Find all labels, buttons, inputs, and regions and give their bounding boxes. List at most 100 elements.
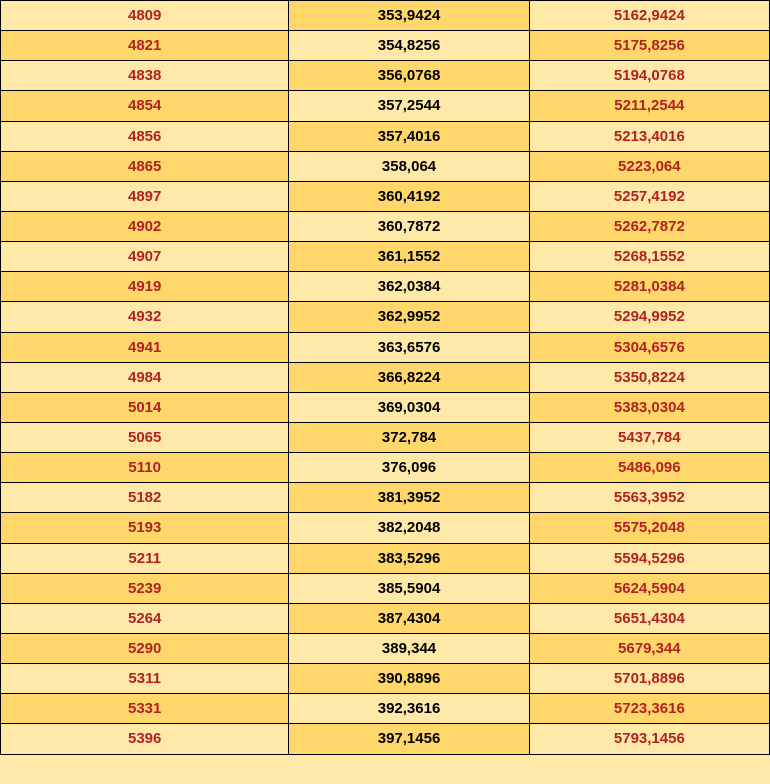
table-row: 5290389,3445679,344	[1, 633, 770, 663]
cell-col1: 4865	[1, 151, 289, 181]
cell-col3: 5594,5296	[529, 543, 769, 573]
table-row: 4854357,25445211,2544	[1, 91, 770, 121]
cell-col1: 5239	[1, 573, 289, 603]
cell-col2: 397,1456	[289, 724, 529, 754]
table-row: 4907361,15525268,1552	[1, 242, 770, 272]
cell-col2: 357,2544	[289, 91, 529, 121]
cell-col3: 5486,096	[529, 453, 769, 483]
cell-col3: 5281,0384	[529, 272, 769, 302]
cell-col2: 390,8896	[289, 664, 529, 694]
cell-col3: 5175,8256	[529, 31, 769, 61]
cell-col1: 4907	[1, 242, 289, 272]
cell-col2: 366,8224	[289, 362, 529, 392]
cell-col3: 5679,344	[529, 633, 769, 663]
cell-col3: 5257,4192	[529, 181, 769, 211]
cell-col3: 5194,0768	[529, 61, 769, 91]
cell-col2: 358,064	[289, 151, 529, 181]
cell-col1: 5014	[1, 392, 289, 422]
table-row: 4941363,65765304,6576	[1, 332, 770, 362]
table-row: 5264387,43045651,4304	[1, 603, 770, 633]
table-row: 5193382,20485575,2048	[1, 513, 770, 543]
cell-col1: 5065	[1, 422, 289, 452]
cell-col1: 5311	[1, 664, 289, 694]
cell-col2: 392,3616	[289, 694, 529, 724]
table-row: 4821354,82565175,8256	[1, 31, 770, 61]
cell-col3: 5262,7872	[529, 211, 769, 241]
cell-col1: 4821	[1, 31, 289, 61]
table-row: 4897360,41925257,4192	[1, 181, 770, 211]
cell-col3: 5162,9424	[529, 1, 769, 31]
cell-col1: 5211	[1, 543, 289, 573]
cell-col2: 381,3952	[289, 483, 529, 513]
cell-col3: 5575,2048	[529, 513, 769, 543]
cell-col1: 4932	[1, 302, 289, 332]
table-row: 5311390,88965701,8896	[1, 664, 770, 694]
cell-col2: 363,6576	[289, 332, 529, 362]
table-row: 5211383,52965594,5296	[1, 543, 770, 573]
table-body: 4809353,94245162,94244821354,82565175,82…	[1, 1, 770, 755]
cell-col1: 5290	[1, 633, 289, 663]
cell-col1: 4902	[1, 211, 289, 241]
table-row: 4932362,99525294,9952	[1, 302, 770, 332]
table-row: 5331392,36165723,3616	[1, 694, 770, 724]
cell-col3: 5213,4016	[529, 121, 769, 151]
cell-col1: 4856	[1, 121, 289, 151]
cell-col3: 5383,0304	[529, 392, 769, 422]
cell-col1: 5331	[1, 694, 289, 724]
cell-col3: 5304,6576	[529, 332, 769, 362]
cell-col3: 5651,4304	[529, 603, 769, 633]
table-row: 5110376,0965486,096	[1, 453, 770, 483]
cell-col1: 5193	[1, 513, 289, 543]
cell-col2: 362,9952	[289, 302, 529, 332]
cell-col1: 4838	[1, 61, 289, 91]
cell-col1: 4897	[1, 181, 289, 211]
cell-col2: 376,096	[289, 453, 529, 483]
cell-col2: 372,784	[289, 422, 529, 452]
table-row: 5396397,14565793,1456	[1, 724, 770, 754]
cell-col3: 5268,1552	[529, 242, 769, 272]
table-row: 4838356,07685194,0768	[1, 61, 770, 91]
table-row: 4902360,78725262,7872	[1, 211, 770, 241]
cell-col2: 354,8256	[289, 31, 529, 61]
table-row: 5182381,39525563,3952	[1, 483, 770, 513]
cell-col3: 5223,064	[529, 151, 769, 181]
cell-col3: 5437,784	[529, 422, 769, 452]
cell-col2: 353,9424	[289, 1, 529, 31]
cell-col1: 4854	[1, 91, 289, 121]
cell-col3: 5350,8224	[529, 362, 769, 392]
cell-col3: 5624,5904	[529, 573, 769, 603]
cell-col1: 5182	[1, 483, 289, 513]
cell-col1: 5110	[1, 453, 289, 483]
cell-col2: 387,4304	[289, 603, 529, 633]
cell-col2: 385,5904	[289, 573, 529, 603]
cell-col2: 357,4016	[289, 121, 529, 151]
cell-col3: 5723,3616	[529, 694, 769, 724]
table-row: 4856357,40165213,4016	[1, 121, 770, 151]
cell-col3: 5793,1456	[529, 724, 769, 754]
cell-col1: 5264	[1, 603, 289, 633]
cell-col3: 5294,9952	[529, 302, 769, 332]
cell-col3: 5563,3952	[529, 483, 769, 513]
cell-col2: 360,7872	[289, 211, 529, 241]
cell-col2: 382,2048	[289, 513, 529, 543]
table-row: 4984366,82245350,8224	[1, 362, 770, 392]
table-row: 4865358,0645223,064	[1, 151, 770, 181]
table-row: 4919362,03845281,0384	[1, 272, 770, 302]
cell-col3: 5211,2544	[529, 91, 769, 121]
table-row: 5065372,7845437,784	[1, 422, 770, 452]
cell-col2: 383,5296	[289, 543, 529, 573]
cell-col2: 361,1552	[289, 242, 529, 272]
table-row: 4809353,94245162,9424	[1, 1, 770, 31]
cell-col1: 5396	[1, 724, 289, 754]
cell-col1: 4919	[1, 272, 289, 302]
cell-col2: 369,0304	[289, 392, 529, 422]
cell-col2: 356,0768	[289, 61, 529, 91]
table-row: 5239385,59045624,5904	[1, 573, 770, 603]
cell-col2: 360,4192	[289, 181, 529, 211]
cell-col3: 5701,8896	[529, 664, 769, 694]
cell-col1: 4984	[1, 362, 289, 392]
cell-col1: 4809	[1, 1, 289, 31]
data-table: 4809353,94245162,94244821354,82565175,82…	[0, 0, 770, 755]
cell-col2: 389,344	[289, 633, 529, 663]
cell-col2: 362,0384	[289, 272, 529, 302]
